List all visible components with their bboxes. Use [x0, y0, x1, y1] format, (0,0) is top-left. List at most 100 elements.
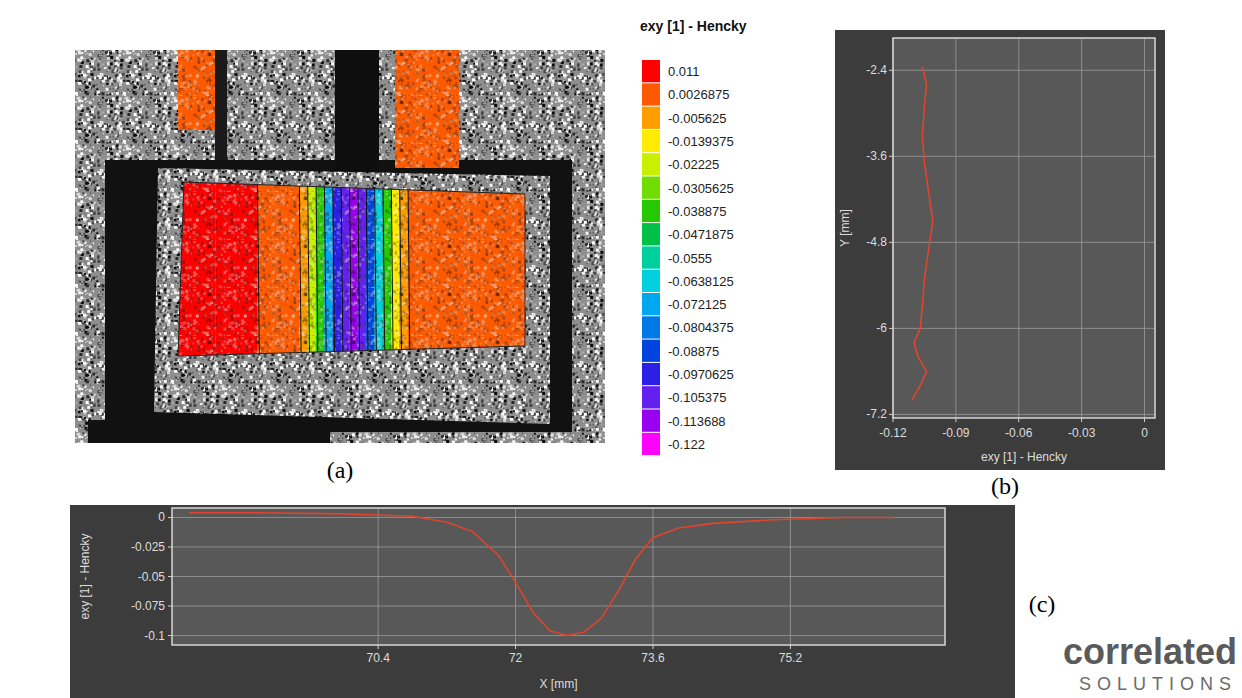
colorbar-label: -0.113688: [668, 414, 726, 429]
panel-label: (a): [327, 457, 354, 483]
x-tick-label: 70.4: [366, 651, 390, 665]
grid-line: [172, 635, 945, 636]
y-tick-label: -4.8: [866, 235, 887, 249]
plot-frame: [893, 38, 1155, 418]
grip-overlay-texture: [395, 50, 459, 168]
grip-overlay-texture: [178, 50, 215, 130]
grid-line: [172, 546, 945, 547]
colorbar-swatch: [642, 410, 660, 432]
dark-gap: [88, 160, 572, 443]
colorbar-label: -0.0555: [668, 251, 712, 266]
contour-line: [333, 175, 335, 365]
grid-line: [1144, 38, 1145, 418]
grip-gap: [335, 50, 379, 175]
contour-line: [358, 175, 360, 365]
grid-line: [893, 242, 1155, 243]
line-chart: 70.4 72 73.6 75.2 0 -0.025 -0.05 -0.075 -0.1 X [m…: [70, 505, 1015, 698]
y-tick-label: -0.05: [138, 570, 166, 584]
x-tick-label: -0.06: [1005, 426, 1033, 440]
colorbar-swatch: [642, 107, 660, 129]
grid-line: [172, 576, 945, 577]
grid-line: [893, 156, 1155, 157]
colorbar-swatch: [642, 153, 660, 175]
contour-line: [257, 175, 259, 365]
data-line: [189, 513, 893, 636]
colorbar-swatch: [642, 83, 660, 105]
plot-area: [893, 38, 1155, 418]
contour-line: [408, 175, 410, 365]
contour-image: [75, 50, 605, 443]
chart-background: [835, 30, 1165, 470]
colorbar-label: -0.105375: [668, 390, 727, 405]
grid-line: [893, 70, 1155, 71]
grid-line: [1018, 38, 1019, 418]
x-tick-label: 73.6: [641, 651, 665, 665]
contour-line: [299, 175, 301, 365]
y-tick-label: -0.1: [144, 629, 165, 643]
grid-line: [893, 328, 1155, 329]
x-axis-title: exy [1] - Hencky: [981, 450, 1067, 464]
contour-line: [316, 175, 318, 365]
contour-line: [366, 175, 368, 365]
plot-frame: [172, 508, 945, 645]
plot-area: [172, 508, 945, 645]
colorbar-swatch: [642, 130, 660, 152]
colorbar-swatch: [642, 340, 660, 362]
grid-line: [893, 414, 1155, 415]
x-tick-label: -0.12: [879, 426, 907, 440]
colorbar-swatch: [642, 363, 660, 385]
y-tick-label: -6: [876, 321, 887, 335]
speckle-background: [75, 50, 605, 443]
contour-line: [308, 175, 310, 365]
contour-line: [341, 175, 343, 365]
y-tick-label: -0.025: [131, 540, 165, 554]
y-axis-title: exy [1] - Hencky: [78, 533, 92, 619]
grip-gap: [215, 50, 227, 160]
colorbar-label: -0.0305625: [668, 181, 734, 196]
data-line: [912, 67, 933, 400]
y-tick-label: 0: [158, 510, 165, 524]
colorbar-swatch: [642, 246, 660, 268]
x-tick-label: 75.2: [779, 651, 803, 665]
colorbar-swatch: [642, 177, 660, 199]
watermark-text: correlated: [1063, 631, 1237, 672]
chart-background: [70, 505, 1015, 698]
x-axis-title: X [mm]: [540, 677, 578, 691]
contour-line: [400, 175, 402, 365]
strain-field: [175, 175, 530, 365]
y-tick-label: -7.2: [866, 407, 887, 421]
colorbar-title: exy [1] - Hencky: [640, 18, 747, 34]
watermark-text: SOLUTIONS: [1079, 674, 1237, 694]
grid-line: [1081, 38, 1082, 418]
x-tick-label: 0: [1141, 426, 1148, 440]
y-tick-label: -0.075: [131, 599, 165, 613]
colorbar-label: -0.0471875: [668, 227, 734, 242]
grip-overlay: [395, 50, 459, 168]
colorbar-label: 0.011: [668, 64, 700, 79]
contour-line: [391, 175, 393, 365]
colorbar-swatch: [642, 316, 660, 338]
colorbar-swatch: [642, 386, 660, 408]
y-axis-title: Y [mm]: [838, 209, 852, 247]
line-chart: -0.12-0.09-0.06-0.030-2.4-3.6-4.8-6-7.2e…: [835, 30, 1165, 470]
colorbar-label: -0.005625: [668, 111, 727, 126]
colorbar-label: -0.038875: [668, 204, 727, 219]
colorbar-swatch: [642, 270, 660, 292]
data-group: [912, 67, 933, 400]
colorbar-label: -0.072125: [668, 297, 727, 312]
colorbar-label: -0.0970625: [668, 367, 734, 382]
colorbar-label: -0.02225: [668, 157, 719, 172]
colorbar-label: 0.0026875: [668, 87, 729, 102]
contour-line: [324, 175, 326, 365]
figure: (a) exy [1] - Hencky 0.011 0.0026875 -0.0056…: [0, 0, 1242, 698]
x-tick-label: 72: [509, 651, 523, 665]
panel-label: (b): [991, 473, 1019, 499]
colorbar-swatch: [642, 200, 660, 222]
colorbar-swatch: [642, 223, 660, 245]
field-outline: [178, 182, 525, 356]
grid-line: [955, 38, 956, 418]
colorbar-label: -0.08875: [668, 344, 719, 359]
colorbar-swatch: [642, 293, 660, 315]
contour-line: [374, 175, 376, 365]
colorbar-label: -0.0638125: [668, 274, 734, 289]
